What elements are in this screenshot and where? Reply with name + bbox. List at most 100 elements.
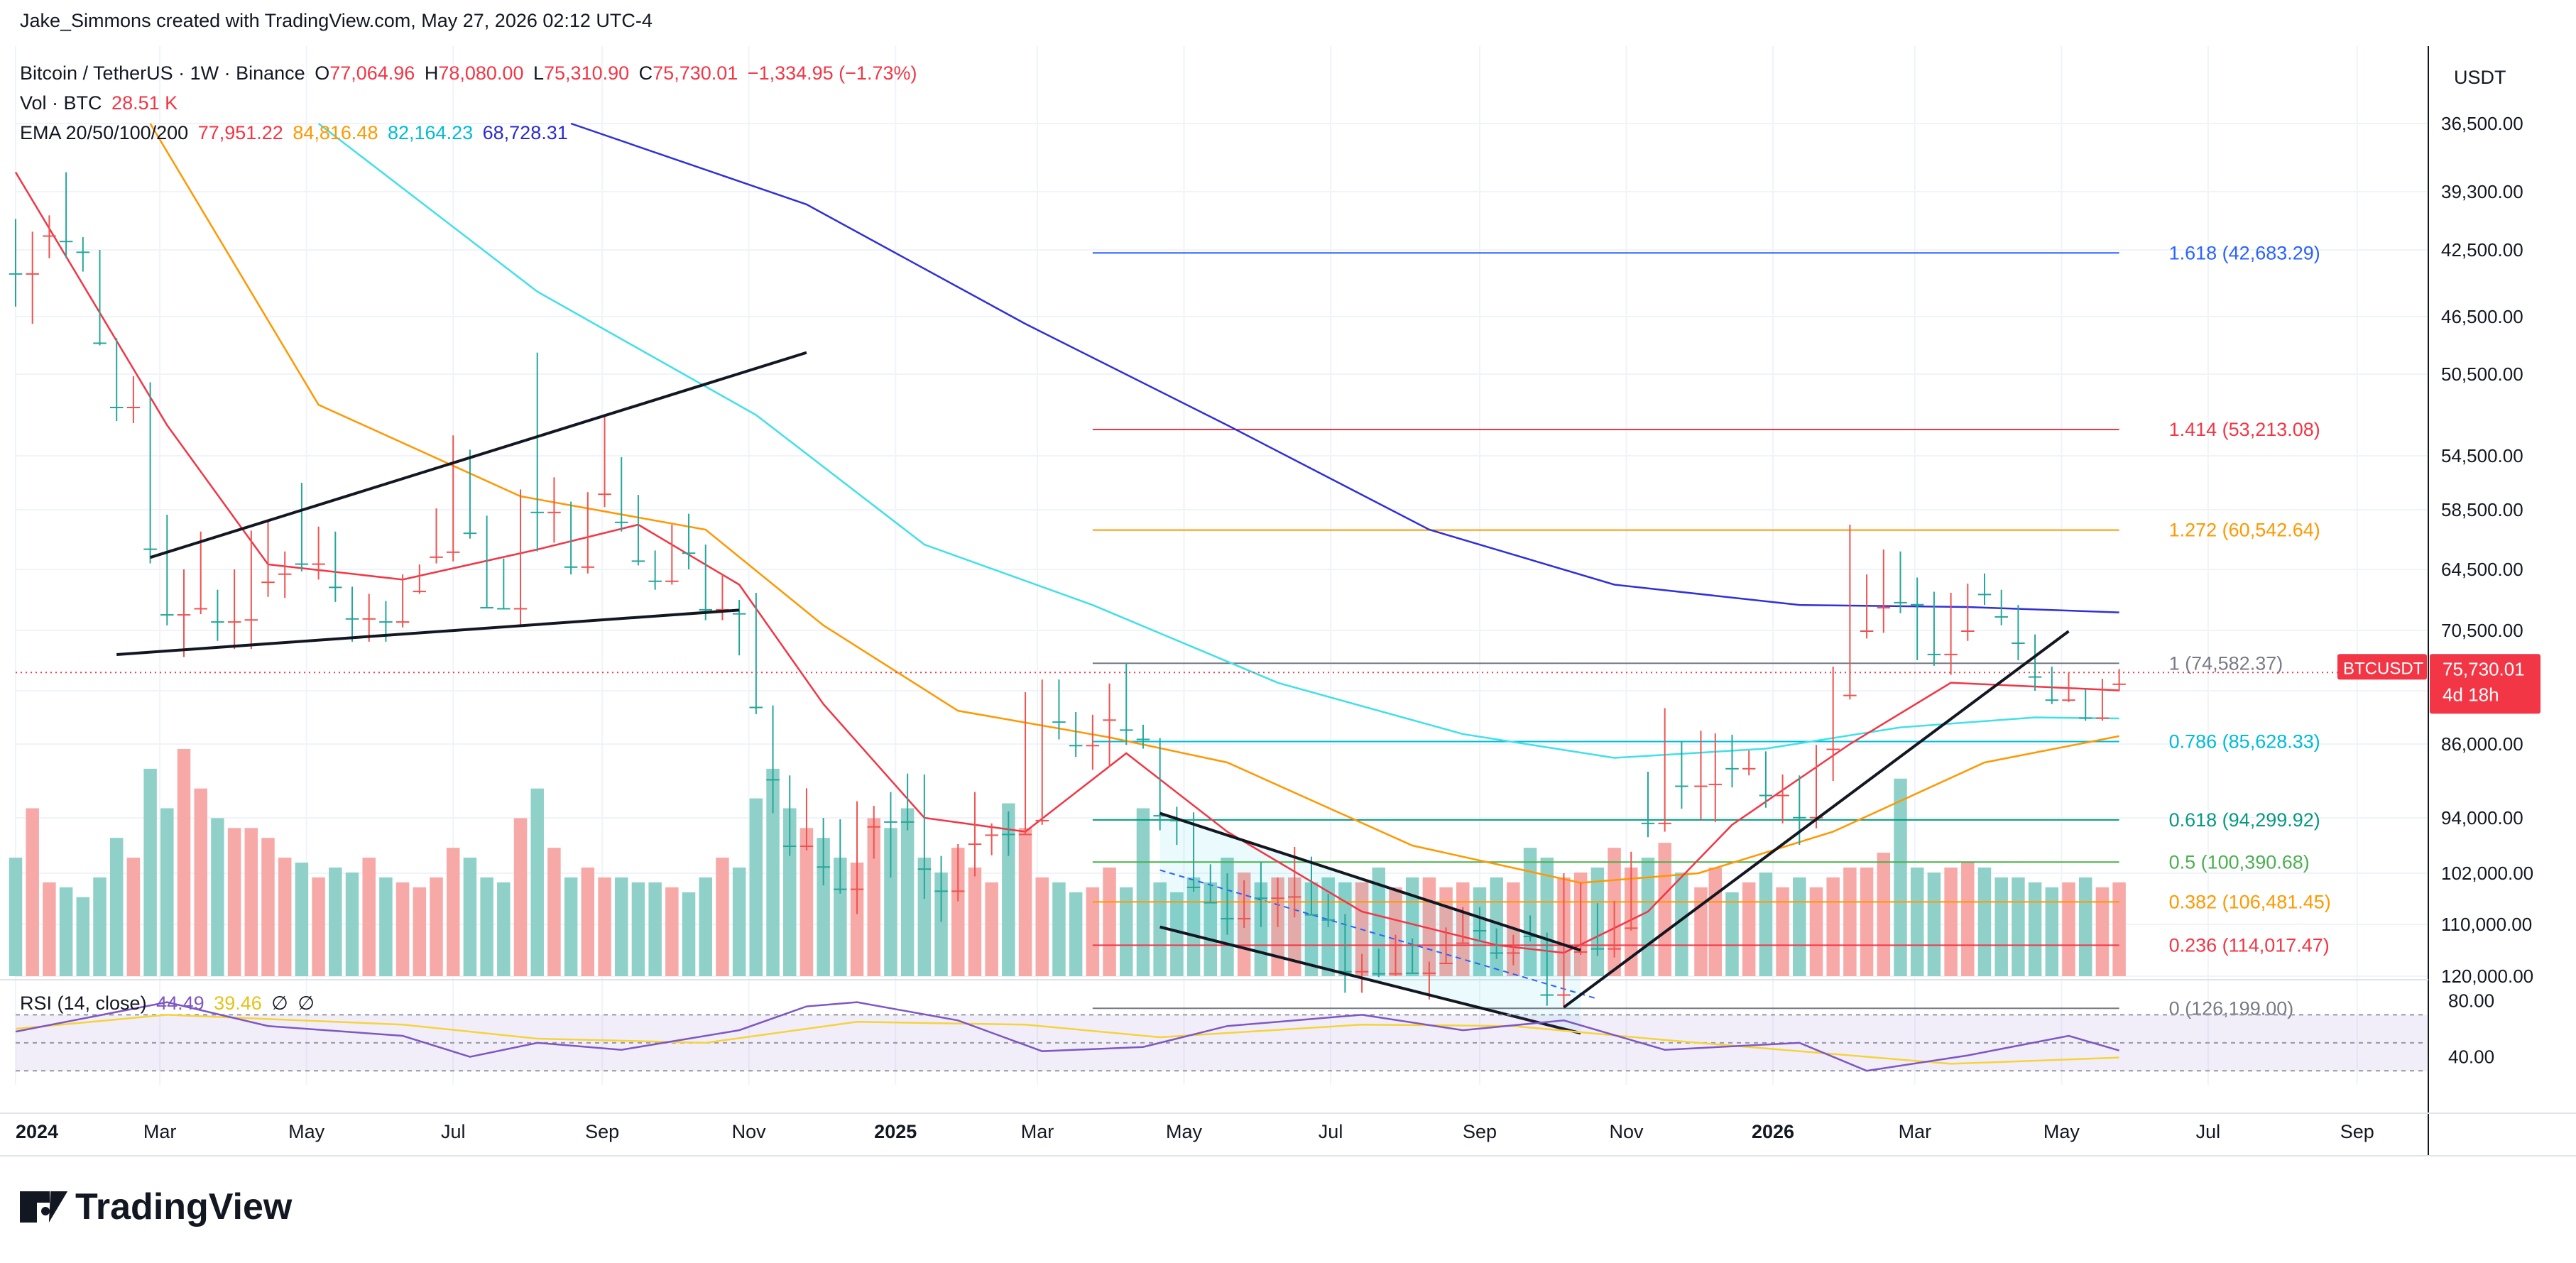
volume-bar: [1069, 892, 1083, 976]
candle-body: [446, 551, 460, 553]
candle-body: [1136, 738, 1150, 740]
symbol-tag: [2337, 654, 2427, 680]
candle-body: [699, 608, 712, 611]
volume-bar: [951, 848, 965, 976]
time-tick-label: 2024: [16, 1121, 58, 1142]
candle-body: [1927, 653, 1941, 655]
volume-bar: [1523, 848, 1537, 976]
candle-body: [160, 614, 174, 616]
price-tick-label: 54,500.00: [2441, 445, 2523, 466]
candle-body: [1826, 748, 1840, 750]
volume-bar: [1304, 882, 1319, 976]
volume-bar: [395, 882, 410, 976]
trendline-falling-wedge-lower[interactable]: [150, 351, 807, 559]
candle-body: [1153, 815, 1167, 817]
candle-body: [2028, 676, 2042, 678]
candle-body: [1321, 919, 1335, 921]
candle-body: [1540, 994, 1554, 996]
volume-bar: [1910, 867, 1924, 976]
candle-body: [598, 493, 611, 496]
fib-label-0.382: 0.382 (106,481.45): [2169, 891, 2331, 912]
candle-body: [1961, 630, 1975, 632]
candle-body: [329, 586, 342, 589]
candle-body: [2062, 699, 2075, 701]
volume-bar: [1708, 867, 1723, 976]
candle-body: [682, 552, 696, 554]
candle-body: [211, 621, 224, 623]
symbol-name: Bitcoin / TetherUS · 1W · Binance: [20, 62, 305, 84]
candle-body: [43, 235, 56, 237]
volume-legend: Vol · BTC 28.51 K: [20, 92, 178, 114]
volume-bar: [1694, 887, 1708, 976]
candle-body: [2095, 717, 2110, 719]
volume-bar: [799, 828, 814, 976]
candle-body: [530, 511, 544, 513]
candle-body: [244, 619, 258, 621]
volume-bar: [850, 863, 864, 976]
ema200-line: [570, 122, 2119, 613]
candle-body: [1456, 942, 1470, 944]
trendline-falling-wedge-upper[interactable]: [116, 608, 740, 656]
candle-body: [1994, 616, 2008, 618]
candle-body: [2045, 699, 2059, 701]
volume-bar: [1120, 887, 1133, 976]
time-tick-label: 2025: [874, 1121, 917, 1142]
candle-body: [1877, 607, 1891, 609]
trendline-channel-lower[interactable]: [1159, 811, 1581, 952]
candle-body: [497, 608, 511, 610]
candle-body: [1405, 972, 1419, 974]
candle-body: [76, 251, 90, 253]
candle-body: [345, 618, 359, 620]
fib-label-1.618: 1.618 (42,683.29): [2169, 242, 2320, 263]
tradingview-logo[interactable]: TradingView: [20, 1186, 292, 1228]
candle-body: [1608, 948, 1621, 950]
rsi-legend: RSI (14, close) 44.49 39.46 ∅ ∅: [20, 993, 315, 1014]
volume-bar: [1675, 872, 1688, 976]
time-tick-label: Jul: [1319, 1121, 1343, 1142]
candle-body: [1389, 973, 1402, 975]
trendline-downtrend[interactable]: [1563, 630, 2070, 1009]
rsi-tick-40: 40.00: [2448, 1046, 2494, 1068]
candle-body: [1002, 833, 1015, 836]
candle-body: [413, 591, 427, 593]
volume-bar: [968, 867, 982, 976]
volume-bar: [1153, 882, 1167, 976]
time-tick-label: Mar: [1021, 1121, 1054, 1142]
time-tick-label: Mar: [143, 1121, 177, 1142]
candle-body: [1422, 972, 1436, 974]
rsi-value: 44.49: [156, 993, 204, 1014]
time-tick-label: Mar: [1899, 1121, 1932, 1142]
volume-bar: [1776, 887, 1789, 976]
volume-bar: [413, 887, 427, 976]
volume-bar: [143, 768, 157, 976]
fib-label-0.786: 0.786 (85,628.33): [2169, 731, 2320, 753]
candle-body: [817, 866, 830, 868]
candle-body: [143, 548, 157, 550]
candle-body: [581, 566, 595, 568]
time-tick-label: May: [288, 1121, 325, 1142]
candle-body: [1675, 785, 1688, 787]
last-price-label: 75,730.01: [2443, 658, 2525, 679]
candle-body: [1069, 745, 1083, 747]
volume-bar: [766, 768, 780, 976]
volume-bar: [682, 892, 696, 976]
volume-bar: [1658, 843, 1671, 976]
volume-bar: [934, 872, 948, 976]
volume-bar: [379, 877, 393, 976]
volume-bar: [1540, 858, 1554, 976]
candle-body: [1103, 719, 1116, 721]
volume-bar: [2045, 887, 2059, 976]
volume-bar: [1086, 887, 1100, 976]
volume-bar: [782, 808, 797, 976]
candle-body: [1708, 783, 1723, 785]
volume-bar: [345, 872, 359, 976]
volume-bar: [530, 788, 544, 976]
volume-bar: [985, 882, 998, 976]
candle-body: [9, 273, 23, 275]
candle-body: [261, 581, 275, 584]
volume-bar: [1742, 882, 1756, 976]
volume-bar: [244, 828, 258, 976]
volume-bar: [430, 877, 443, 976]
candle-body: [547, 511, 561, 513]
